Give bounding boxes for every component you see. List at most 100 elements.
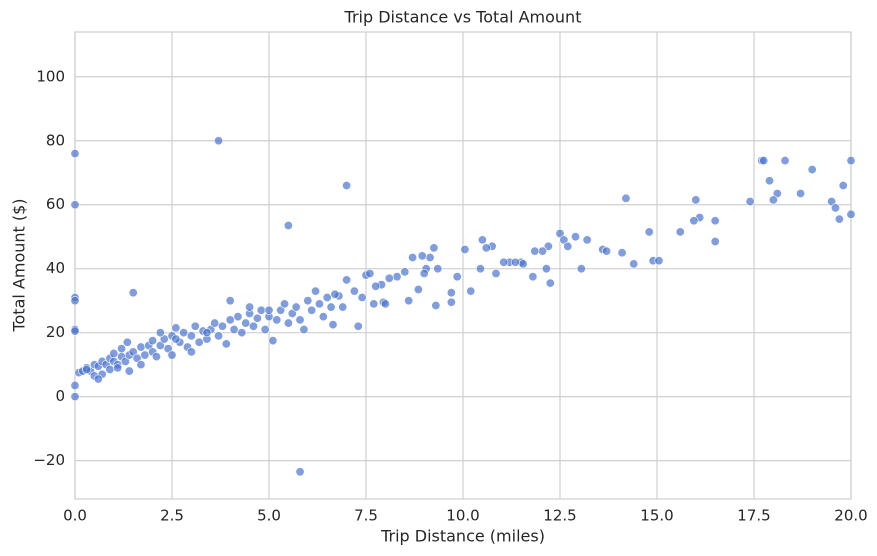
point [342, 275, 352, 285]
point [353, 321, 363, 331]
x-tick-label: 15.0 [640, 507, 673, 525]
point [452, 272, 462, 282]
x-axis-label: Trip Distance (miles) [380, 527, 545, 546]
point [384, 273, 394, 283]
point [229, 324, 239, 334]
point [307, 305, 317, 315]
point [380, 299, 390, 309]
point [70, 296, 80, 306]
point [491, 268, 501, 278]
point [70, 380, 80, 390]
point [283, 318, 293, 328]
point [846, 156, 856, 166]
point [654, 256, 664, 266]
x-tick-label: 0.0 [63, 507, 87, 525]
point [576, 264, 586, 274]
point [318, 312, 328, 322]
point [291, 302, 301, 312]
point [543, 241, 553, 251]
point [221, 339, 231, 349]
point [280, 299, 290, 309]
point [545, 278, 555, 288]
point [167, 350, 177, 360]
point [82, 364, 92, 374]
point [128, 288, 138, 298]
point [256, 305, 266, 315]
point [105, 364, 115, 374]
point [202, 328, 212, 338]
point [225, 296, 235, 306]
point [241, 318, 251, 328]
point [433, 264, 443, 274]
point [217, 321, 227, 331]
point [322, 292, 332, 302]
point [328, 320, 338, 330]
point [186, 331, 196, 341]
point [807, 165, 817, 175]
point [295, 467, 305, 477]
point [264, 305, 274, 315]
x-tick-label: 20.0 [834, 507, 867, 525]
point [834, 214, 844, 224]
point [477, 235, 487, 245]
point [330, 289, 340, 299]
point [689, 216, 699, 226]
point [846, 209, 856, 219]
point [155, 328, 165, 338]
y-tick-label: 60 [46, 195, 65, 213]
point [225, 315, 235, 325]
point [122, 337, 132, 347]
point [171, 323, 181, 333]
point [796, 189, 806, 199]
point [303, 296, 313, 306]
point [70, 326, 80, 336]
point [768, 195, 778, 205]
point [70, 200, 80, 210]
y-tick-label: 100 [36, 67, 65, 85]
point [93, 374, 103, 384]
point [268, 336, 278, 346]
point [295, 315, 305, 325]
point [190, 321, 200, 331]
point [413, 284, 423, 294]
point [260, 324, 270, 334]
point [838, 181, 848, 191]
point [446, 288, 456, 298]
point [113, 363, 123, 373]
point [342, 181, 352, 191]
point [171, 334, 181, 344]
plot-frame [74, 31, 852, 500]
point [179, 328, 189, 338]
point [326, 302, 336, 312]
point [70, 149, 80, 159]
point [148, 336, 158, 346]
point [830, 203, 840, 213]
point [338, 302, 348, 312]
point [644, 227, 654, 237]
point [419, 268, 429, 278]
point [629, 259, 639, 269]
point [745, 197, 755, 207]
point [499, 257, 509, 267]
point [214, 331, 224, 341]
point [252, 313, 262, 323]
point [194, 337, 204, 347]
point [210, 318, 220, 328]
point [530, 246, 540, 256]
point [582, 235, 592, 245]
point [408, 253, 418, 263]
y-tick-label: 40 [46, 259, 65, 277]
x-tick-label: 10.0 [446, 507, 479, 525]
point [186, 347, 196, 357]
point [780, 156, 790, 166]
point [602, 246, 612, 256]
point [541, 264, 551, 274]
x-tick-label: 12.5 [543, 507, 576, 525]
x-tick-label: 5.0 [257, 507, 281, 525]
point [392, 272, 402, 282]
y-tick-label: 0 [55, 387, 65, 405]
y-tick-label: −20 [33, 451, 65, 469]
point [233, 312, 243, 322]
point [481, 243, 491, 253]
